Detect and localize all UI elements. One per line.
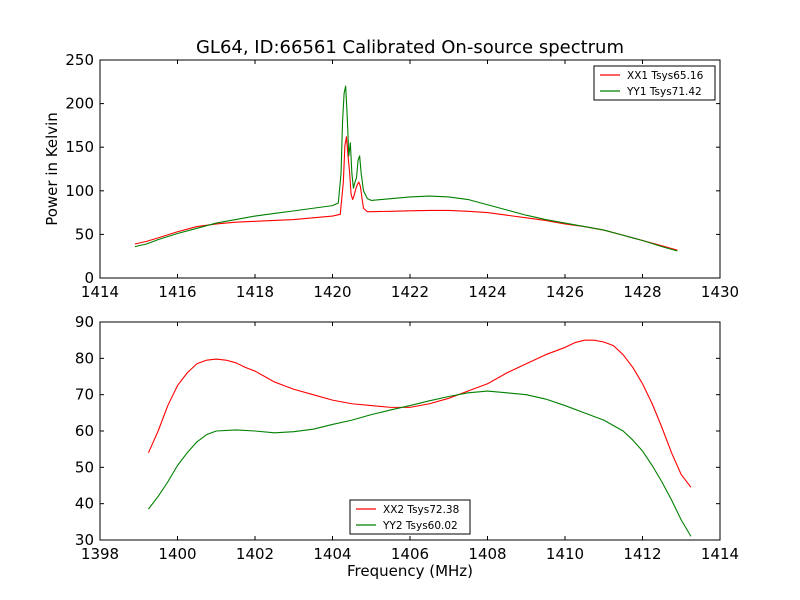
- plot-2-lines: [147, 339, 692, 537]
- legend: XX2 Tsys72.38 YY2 Tsys60.02: [349, 499, 471, 535]
- x-tick-label: 1420: [313, 283, 351, 301]
- y-tick-label: 100: [65, 182, 94, 200]
- y-tick-label: 150: [65, 138, 94, 156]
- x-tick-label: 1414: [701, 545, 739, 563]
- x-tick-label: 1422: [391, 283, 429, 301]
- legend-label: YY1 Tsys71.42: [626, 86, 702, 98]
- y-tick-label: 200: [65, 95, 94, 113]
- legend-label: XX1 Tsys65.16: [627, 70, 704, 82]
- plot-1: 1414 1416 1418 1420 1422 1424 1426 1428 1430 0 50 1…: [43, 51, 739, 301]
- x-tick-label: 1410: [546, 545, 584, 563]
- x-tick-label: 1430: [701, 283, 739, 301]
- y-tick-label: 250: [65, 51, 94, 69]
- legend: XX1 Tsys65.16 YY1 Tsys71.42: [593, 65, 716, 101]
- chart-title: GL64, ID:66561 Calibrated On-source spec…: [196, 37, 624, 58]
- y-tick-label: 50: [75, 225, 94, 243]
- y-tick-label: 60: [75, 422, 94, 440]
- x-axis-label: Frequency (MHz): [347, 562, 473, 580]
- y-axis-label: Power in Kelvin: [43, 112, 61, 226]
- series-line-yy1: [134, 85, 678, 252]
- x-tick-label: 1408: [468, 545, 506, 563]
- legend-box: [349, 499, 471, 535]
- x-tick-label: 1426: [546, 283, 584, 301]
- y-tick-label: 70: [75, 386, 94, 404]
- x-tick-label: 1416: [158, 283, 196, 301]
- plot-2: 1398 1400 1402 1404 1406 1408 1410 1412 1414 30 40…: [75, 313, 739, 580]
- x-tick-label: 1418: [236, 283, 274, 301]
- plot-1-lines: [134, 85, 678, 252]
- y-tick-label: 40: [75, 495, 94, 513]
- x-tick-label: 1404: [313, 545, 351, 563]
- x-tick-label: 1428: [623, 283, 661, 301]
- x-tick-label: 1412: [623, 545, 661, 563]
- x-tick-label: 1398: [81, 545, 119, 563]
- y-tick-label: 30: [75, 531, 94, 549]
- y-tick-label: 0: [84, 269, 94, 287]
- y-tick-label: 50: [75, 458, 94, 476]
- series-line-xx2: [147, 339, 692, 488]
- x-tick-label: 1400: [158, 545, 196, 563]
- legend-box: [593, 65, 716, 101]
- x-tick-label: 1424: [468, 283, 506, 301]
- series-line-yy2: [148, 390, 692, 537]
- y-tick-label: 90: [75, 313, 94, 331]
- y-tick-label: 80: [75, 349, 94, 367]
- plots: 1414 1416 1418 1420 1422 1424 1426 1428 14300501…: [43, 51, 739, 580]
- legend-label: XX2 Tsys72.38: [383, 504, 459, 516]
- x-tick-label: 1406: [391, 545, 429, 563]
- series-line-xx1: [134, 136, 678, 251]
- x-tick-label: 1402: [236, 545, 274, 563]
- x-tick-label: 1414: [81, 283, 119, 301]
- legend-label: YY2 Tsys60.02: [382, 520, 458, 532]
